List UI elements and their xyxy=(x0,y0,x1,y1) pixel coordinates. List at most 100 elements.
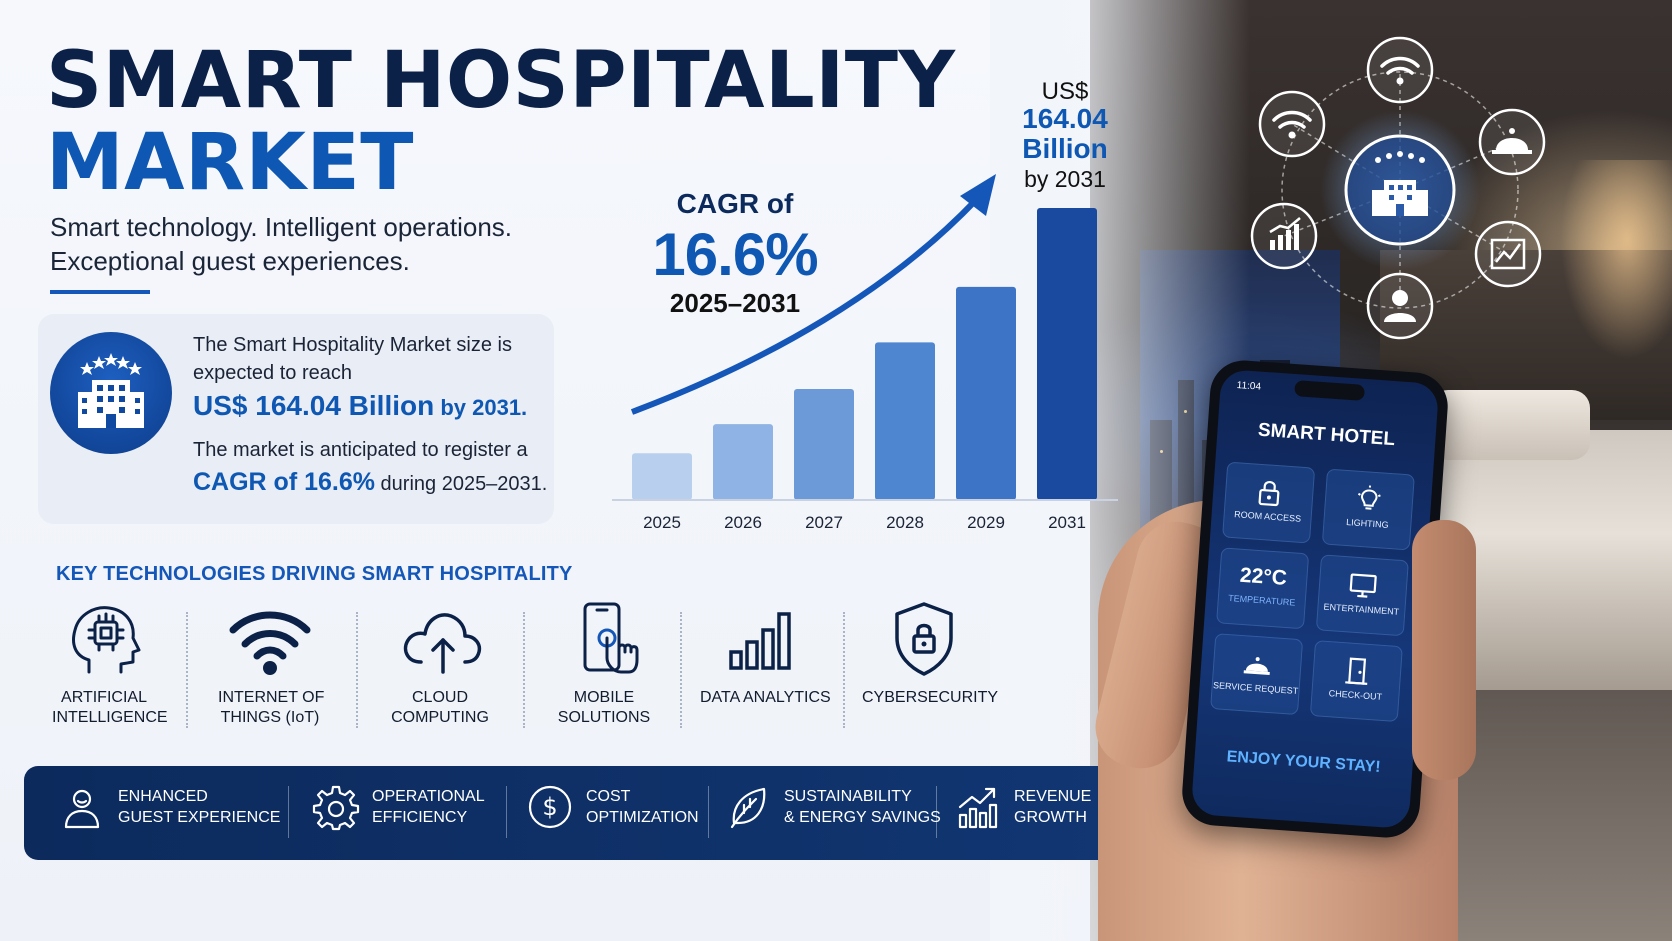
peak-currency-label: US$ xyxy=(1041,78,1089,105)
benefit-label-sustainability: SUSTAINABILITY & ENERGY SAVINGS xyxy=(784,788,941,826)
tile-check-out[interactable]: CHECK-OUT xyxy=(1309,640,1403,723)
bar-2030 xyxy=(1037,208,1097,500)
smartphone: 11:04 SMART HOTEL ROOM ACCESS LIGHTING 2… xyxy=(1180,358,1450,840)
tech-label-mobile: MOBILE SOLUTIONS xyxy=(557,689,651,726)
tech-item-analytics: DATA ANALYTICS xyxy=(700,600,831,708)
benefit-guest-experience: ENHANCED GUEST EXPERIENCE xyxy=(58,783,280,831)
cagr-highlight-value: CAGR of 16.6% xyxy=(193,468,375,496)
temperature-value: 22°C xyxy=(1239,563,1288,590)
lamp-glow xyxy=(1560,160,1672,360)
benefit-label-guest-experience: ENHANCED GUEST EXPERIENCE xyxy=(118,788,281,826)
growth-chart-icon xyxy=(958,787,998,829)
ai-head-icon xyxy=(72,606,141,674)
peak-value-label: 164.04 Billion xyxy=(1000,104,1130,164)
benefit-label-operational-efficiency: OPERATIONAL EFFICIENCY xyxy=(372,788,485,826)
network-node-bell xyxy=(1478,108,1546,176)
market-size-highlight: US$ 164.04 Billion by 2031. xyxy=(193,390,527,422)
benefit-cost-optimization: $ COST OPTIMIZATION xyxy=(526,783,699,831)
service-bell-icon xyxy=(1243,657,1270,676)
network-node-wifi-left xyxy=(1258,90,1326,158)
tech-item-mobile: MOBILE SOLUTIONS xyxy=(552,600,656,728)
x-tick-label: 2025 xyxy=(643,513,681,532)
tv-icon xyxy=(1349,573,1377,598)
benefit-operational-efficiency: OPERATIONAL EFFICIENCY xyxy=(312,783,485,831)
info-text-line2: expected to reach xyxy=(193,362,352,384)
benefit-label-revenue-growth: REVENUE GROWTH xyxy=(1014,788,1092,826)
benefit-separator xyxy=(506,786,507,838)
page-title-second-line: MARKET xyxy=(46,118,414,208)
tech-item-iot: INTERNET OF THINGS (IoT) xyxy=(218,600,324,728)
phone-notch xyxy=(1294,380,1366,401)
tagline: Smart technology. Intelligent operations… xyxy=(50,212,513,242)
tech-label-analytics: DATA ANALYTICS xyxy=(700,689,831,706)
info-text-line1: The Smart Hospitality Market size is xyxy=(193,334,512,356)
svg-text:$: $ xyxy=(542,793,557,821)
tech-item-cloud: CLOUD COMPUTING xyxy=(388,600,492,728)
tech-label-ai: ARTIFICIAL INTELLIGENCE xyxy=(52,689,168,726)
title-underline xyxy=(50,290,150,294)
bar-chart-icon xyxy=(729,612,791,670)
shield-lock-icon xyxy=(895,602,953,676)
pillow xyxy=(1430,390,1590,460)
tile-entertainment[interactable]: ENTERTAINMENT xyxy=(1315,554,1409,637)
bar-2029 xyxy=(956,286,1016,500)
tech-item-ai: ARTIFICIAL INTELLIGENCE xyxy=(52,600,168,728)
phone-app-title: SMART HOTEL xyxy=(1257,419,1396,451)
cagr-highlight-suffix: during 2025–2031. xyxy=(374,473,548,495)
gear-icon xyxy=(312,785,360,831)
smart-network-graphic xyxy=(1250,36,1546,340)
x-tick-label: 2026 xyxy=(724,513,762,532)
bulb-icon xyxy=(1357,485,1381,510)
x-tick-label: 2031 xyxy=(1048,513,1086,532)
x-tick-label: 2027 xyxy=(805,513,843,532)
page-title: SMART HOSPITALITY xyxy=(46,36,956,126)
tech-separator xyxy=(523,612,525,728)
peak-value-unit: Billion xyxy=(1022,133,1108,164)
info-text-line3: The market is anticipated to register a xyxy=(193,439,528,461)
tile-room-access[interactable]: ROOM ACCESS xyxy=(1222,461,1316,544)
network-hub xyxy=(1344,134,1456,246)
tech-separator xyxy=(680,612,682,728)
market-size-suffix: by 2031. xyxy=(434,395,528,420)
network-node-user xyxy=(1366,272,1434,340)
benefit-separator xyxy=(288,786,289,838)
growth-arrow xyxy=(630,197,979,415)
benefit-label-cost-optimization: COST OPTIMIZATION xyxy=(586,788,699,826)
lock-icon xyxy=(1258,480,1280,507)
bar-2028 xyxy=(875,342,935,500)
tagline-second-line: Exceptional guest experiences. xyxy=(50,246,410,276)
wifi-icon xyxy=(229,611,311,675)
tile-lighting[interactable]: LIGHTING xyxy=(1321,468,1415,551)
network-node-wifi-top xyxy=(1366,36,1434,104)
dollar-icon: $ xyxy=(528,785,572,829)
tech-label-cybersecurity: CYBERSECURITY xyxy=(862,689,999,706)
tech-label-cloud: CLOUD COMPUTING xyxy=(391,689,489,726)
tech-separator xyxy=(186,612,188,728)
market-size-value: US$ 164.04 Billion xyxy=(193,390,435,421)
tile-temperature[interactable]: 22°C TEMPERATURE xyxy=(1216,547,1310,630)
market-growth-chart: 2025 2026 2027 2028 2029 2031 xyxy=(612,174,1118,532)
tech-item-cybersecurity: CYBERSECURITY xyxy=(862,600,999,708)
cagr-value: 16.6% xyxy=(652,221,818,288)
x-tick-label: 2029 xyxy=(967,513,1005,532)
tech-separator xyxy=(356,612,358,728)
bar-2026 xyxy=(713,424,773,500)
technologies-heading: KEY TECHNOLOGIES DRIVING SMART HOSPITALI… xyxy=(56,563,573,585)
cloud-upload-icon xyxy=(403,613,482,674)
x-tick-label: 2028 xyxy=(886,513,924,532)
benefit-revenue-growth: REVENUE GROWTH xyxy=(954,783,1091,831)
phone-footer-message: ENJOY YOUR STAY! xyxy=(1226,748,1382,776)
door-icon xyxy=(1345,657,1368,685)
network-node-chart-left xyxy=(1250,202,1318,270)
tech-separator xyxy=(843,612,845,728)
hotel-badge xyxy=(50,332,172,454)
bar-2027 xyxy=(794,389,854,500)
network-node-chart-right xyxy=(1474,220,1542,288)
phone-screen: 11:04 SMART HOTEL ROOM ACCESS LIGHTING 2… xyxy=(1190,368,1440,830)
tile-service-request[interactable]: SERVICE REQUEST xyxy=(1210,633,1304,716)
hotel-icon xyxy=(78,353,144,428)
leaf-icon xyxy=(730,787,766,829)
benefit-separator xyxy=(936,786,937,838)
peak-value-number: 164.04 xyxy=(1022,103,1108,134)
cagr-period: 2025–2031 xyxy=(669,288,801,318)
